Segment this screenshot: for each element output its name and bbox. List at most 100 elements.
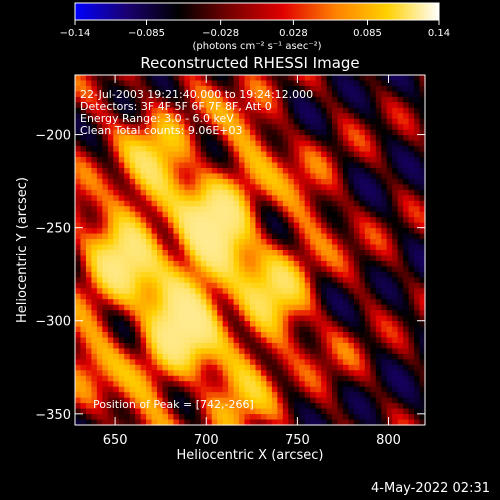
heatmap-cell	[124, 414, 131, 421]
heatmap-cell	[195, 408, 202, 415]
heatmap-cell	[233, 200, 240, 207]
heatmap-cell	[271, 271, 278, 278]
heatmap-cell	[342, 107, 350, 114]
heatmap-cell	[124, 239, 131, 246]
heatmap-cell	[233, 266, 240, 273]
heatmap-cell	[244, 233, 251, 240]
heatmap-cell	[414, 321, 421, 328]
heatmap-cell	[140, 239, 147, 246]
heatmap-cell	[321, 414, 328, 421]
heatmap-cell	[408, 293, 415, 300]
heatmap-cell	[375, 173, 382, 180]
heatmap-cell	[222, 386, 229, 393]
heatmap-cell	[107, 233, 114, 240]
heatmap-cell	[91, 239, 98, 246]
heatmap-cell	[80, 381, 87, 388]
heatmap-cell	[359, 85, 366, 93]
heatmap-cell	[228, 315, 235, 322]
heatmap-cell	[96, 91, 103, 98]
heatmap-cell	[288, 118, 295, 125]
heatmap-cell	[277, 408, 284, 415]
heatmap-cell	[195, 293, 202, 300]
heatmap-cell	[282, 337, 289, 344]
heatmap-cell	[342, 266, 350, 273]
heatmap-cell	[304, 271, 311, 278]
heatmap-cell	[403, 359, 410, 366]
heatmap-cell	[206, 107, 213, 114]
heatmap-cell	[266, 217, 273, 224]
heatmap-cell	[293, 310, 300, 317]
heatmap-cell	[102, 321, 109, 328]
heatmap-cell	[310, 151, 317, 158]
heatmap-cell	[326, 206, 333, 213]
heatmap-cell	[96, 107, 103, 114]
heatmap-cell	[217, 118, 224, 125]
heatmap-cell	[326, 403, 333, 410]
heatmap-cell	[386, 140, 393, 147]
heatmap-cell	[414, 233, 421, 240]
heatmap-cell	[135, 408, 142, 415]
heatmap-cell	[157, 310, 164, 317]
heatmap-cell	[342, 282, 350, 289]
heatmap-cell	[408, 271, 415, 278]
heatmap-cell	[173, 381, 180, 388]
heatmap-cell	[370, 342, 377, 350]
heatmap-cell	[200, 315, 207, 322]
heatmap-cell	[364, 310, 371, 317]
heatmap-cell	[353, 375, 360, 382]
heatmap-cell	[162, 157, 169, 164]
heatmap-cell	[255, 217, 262, 224]
heatmap-cell	[266, 195, 273, 202]
heatmap-cell	[419, 173, 426, 180]
heatmap-cell	[107, 250, 114, 257]
heatmap-cell	[80, 228, 87, 235]
heatmap-cell	[321, 118, 328, 125]
heatmap-cell	[359, 364, 366, 371]
heatmap-cell	[277, 386, 284, 393]
heatmap-cell	[211, 299, 218, 306]
heatmap-cell	[206, 282, 213, 289]
heatmap-cell	[129, 173, 136, 180]
heatmap-cell	[85, 195, 93, 202]
heatmap-cell	[167, 228, 175, 235]
heatmap-cell	[266, 102, 273, 109]
heatmap-cell	[408, 282, 415, 289]
heatmap-cell	[157, 113, 164, 120]
heatmap-cell	[195, 299, 202, 306]
heatmap-cell	[244, 118, 251, 125]
heatmap-cell	[173, 375, 180, 382]
heatmap-cell	[310, 102, 317, 109]
heatmap-cell	[244, 266, 251, 273]
heatmap-cell	[222, 206, 229, 213]
heatmap-cell	[233, 397, 240, 404]
heatmap-cell	[91, 96, 98, 103]
heatmap-cell	[310, 91, 317, 98]
heatmap-cell	[157, 282, 164, 289]
heatmap-cell	[239, 353, 246, 360]
heatmap-cell	[337, 260, 344, 268]
heatmap-cell	[397, 414, 404, 421]
heatmap-cell	[353, 359, 360, 366]
heatmap-cell	[304, 359, 311, 366]
heatmap-cell	[375, 151, 382, 158]
heatmap-cell	[211, 310, 218, 317]
heatmap-cell	[173, 91, 180, 98]
heatmap-cell	[200, 157, 207, 164]
heatmap-cell	[80, 200, 87, 207]
heatmap-cell	[315, 184, 322, 191]
heatmap-cell	[233, 206, 240, 213]
heatmap-cell	[217, 386, 224, 393]
heatmap-cell	[211, 342, 218, 350]
heatmap-cell	[332, 326, 339, 333]
heatmap-cell	[271, 397, 278, 404]
heatmap-cell	[184, 107, 191, 114]
heatmap-cell	[288, 392, 295, 399]
heatmap-cell	[96, 266, 103, 273]
heatmap-cell	[288, 96, 295, 103]
heatmap-cell	[167, 222, 175, 229]
heatmap-cell	[359, 113, 366, 120]
heatmap-cell	[381, 124, 388, 131]
heatmap-cell	[271, 266, 278, 273]
heatmap-cell	[200, 375, 207, 382]
heatmap-cell	[386, 364, 393, 371]
